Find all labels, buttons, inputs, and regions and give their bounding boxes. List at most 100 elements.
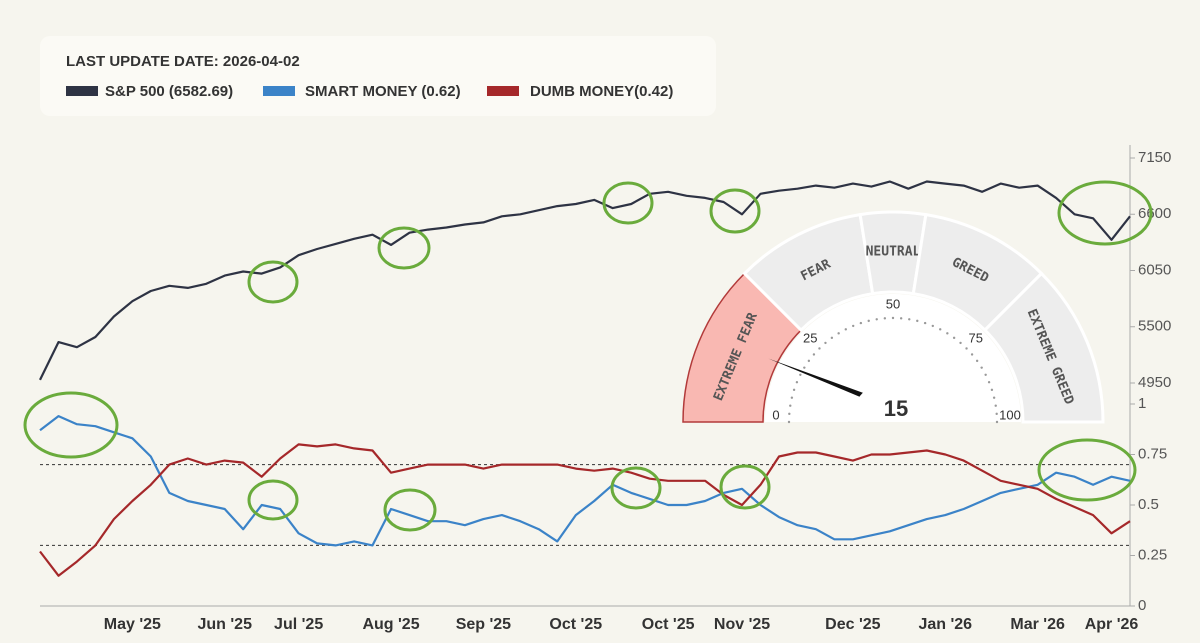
gauge-face [765,294,1021,422]
scale-dot [844,328,847,331]
legend-label: S&P 500 (6582.69) [105,83,233,100]
scale-dot [787,420,791,424]
scale-dot [824,341,827,345]
scale-dot [859,321,863,325]
scale-dot [883,317,887,320]
x-tick-label: Jun '25 [197,616,252,633]
x-tick-label: Mar '26 [1010,616,1065,633]
scale-dot [807,359,811,363]
plot: 4950 5500 6050 6600 7150 0 0.25 0.5 0.75 1 May '25… [39,145,1171,633]
scale-dot [899,317,903,320]
legend-swatch [66,86,98,96]
scale-dot [891,316,895,320]
update-date: LAST UPDATE DATE: 2026-04-02 [66,53,300,70]
x-tick-label: Aug '25 [362,616,419,633]
scale-dot [799,373,802,376]
highlight-circle [1057,180,1153,246]
highlight-circle [383,488,437,532]
y-tick-label: 6050 [1138,261,1171,278]
scale-dot [994,404,997,407]
band-label: NEUTRAL [866,245,921,260]
scale-dot [867,319,870,323]
y2-tick-label: 0.75 [1138,445,1167,462]
scale-dot [984,373,987,376]
legend-label: DUMB MONEY(0.42) [530,83,673,100]
y-tick-label: 7150 [1138,149,1171,166]
scale-dot [992,396,996,399]
x-tick-label: Oct '25 [549,616,602,633]
scale-dot [792,388,796,392]
scale-dot [952,336,956,340]
scale-dot [923,321,927,325]
highlight-circle [23,391,119,459]
scale-dot [995,420,999,424]
annotations [23,180,1153,532]
scale-dot [931,324,934,328]
scale-dot [995,412,998,416]
scale-dot [790,396,794,399]
gauge-tick-label: 50 [886,296,900,311]
scale-dot [837,332,840,335]
scale-dot [939,328,942,331]
highlight-circle [709,188,761,234]
scale-dot [788,412,791,416]
scale-dot [818,347,821,350]
x-tick-label: Jul '25 [274,616,323,633]
scale-dot [916,319,919,323]
highlight-circle [247,479,299,521]
y2-tick-label: 1 [1138,395,1146,412]
highlight-circle [377,226,431,270]
legend-swatch [263,86,295,96]
gauge-tick-label: 100 [999,407,1021,422]
scale-dot [812,353,816,356]
series-line [39,415,1131,547]
scale-dot [975,359,979,363]
scale-dot [789,404,792,407]
gauge-band [982,271,1105,424]
gauge-tick-label: 0 [772,407,779,422]
highlight-circle [719,464,771,510]
scale-dot [830,336,834,340]
scale-dot [875,318,878,321]
y-tick-label: 5500 [1138,318,1171,335]
x-tick-label: Apr '26 [1085,616,1139,633]
scale-dot [980,366,983,369]
series-line [39,180,1131,381]
y2-tick-label: 0.5 [1138,496,1159,513]
y2-tick-label: 0.25 [1138,546,1167,563]
legend-box [40,36,716,116]
scale-dot [987,381,991,384]
gauge-hub [851,380,935,422]
scale-dot [908,318,911,321]
scale-dot [959,341,962,345]
highlight-circle [610,466,662,510]
y-tick-label: 4950 [1138,374,1171,391]
scale-dot [990,388,994,392]
x-tick-label: Sep '25 [456,616,511,633]
y2-tick-label: 0 [1138,597,1146,614]
scale-dot [852,324,855,328]
x-tick-label: May '25 [104,616,161,633]
highlight-circle [602,181,654,225]
gauge-tick-label: 75 [968,331,982,346]
scale-dot [803,366,806,369]
gauge-tick-label: 25 [803,331,817,346]
highlight-circle [1037,438,1137,502]
scale-dot [795,381,799,384]
legend-swatch [487,86,519,96]
x-tick-label: Nov '25 [714,616,770,633]
scale-dot [946,332,949,335]
gauge-value: 15 [884,396,908,421]
legend-label: SMART MONEY (0.62) [305,83,461,100]
scale-dot [965,347,968,350]
highlight-circle [247,260,299,304]
x-tick-label: Oct '25 [642,616,695,633]
scale-dot [970,353,974,356]
x-tick-label: Jan '26 [918,616,972,633]
y-tick-label: 6600 [1138,205,1171,222]
x-tick-label: Dec '25 [825,616,881,633]
series-line [39,443,1131,577]
